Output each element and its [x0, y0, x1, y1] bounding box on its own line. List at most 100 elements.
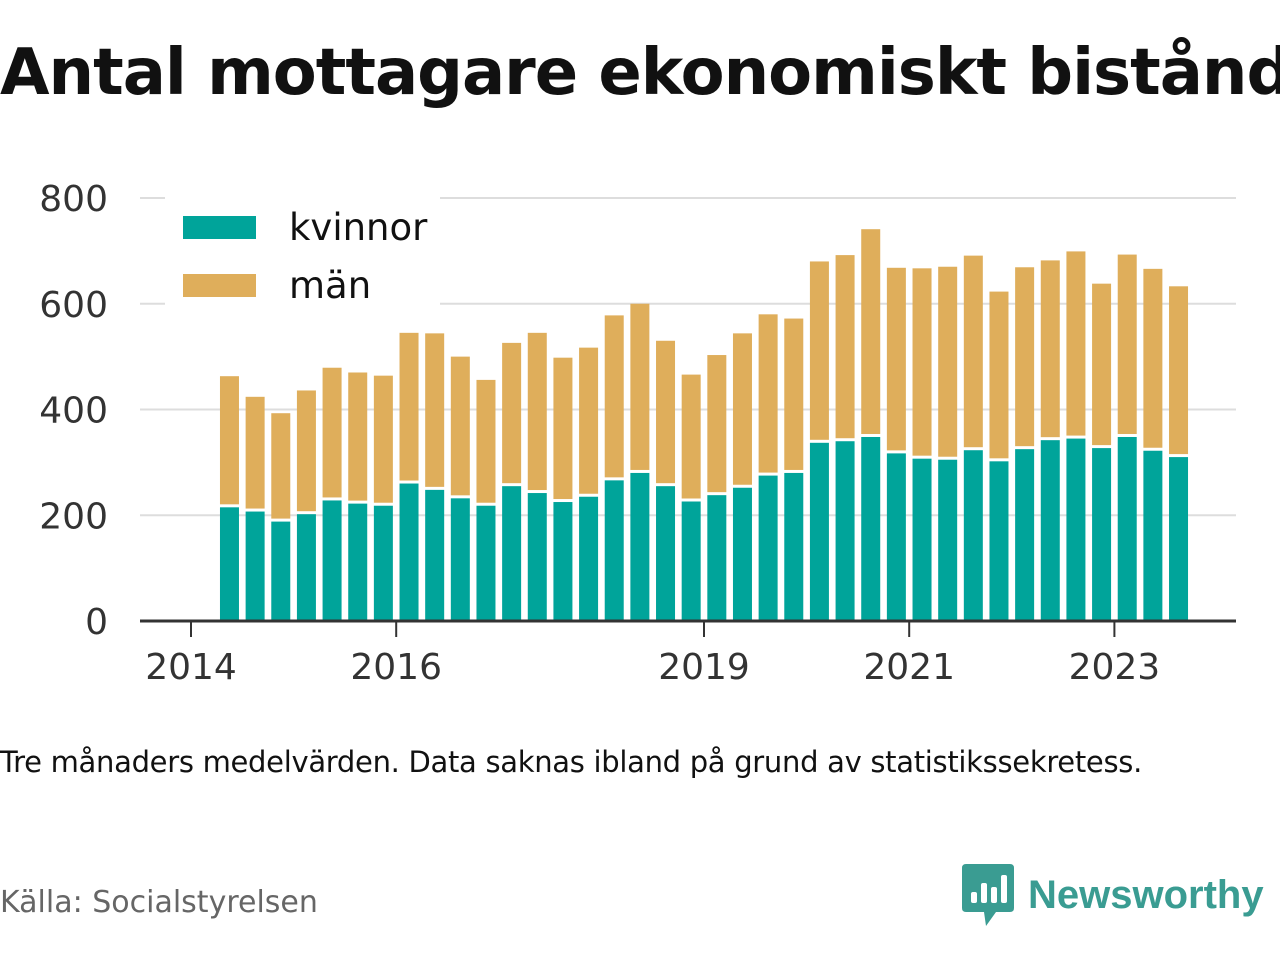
bar-man [1066, 251, 1086, 436]
bar-kvinnor [912, 458, 932, 621]
bar-man [963, 255, 983, 448]
bars [219, 229, 1189, 621]
y-tick-label: 0 [85, 602, 108, 643]
bar-man [527, 332, 547, 491]
bar-kvinnor [809, 442, 829, 621]
bar-man [681, 374, 701, 499]
bar-man [219, 376, 239, 505]
bar-kvinnor [1143, 450, 1163, 621]
bar-man [912, 268, 932, 456]
bar-kvinnor [322, 500, 342, 621]
bar-man [296, 390, 316, 512]
y-tick-label: 800 [39, 179, 108, 220]
bar-kvinnor [476, 505, 496, 621]
bar-kvinnor [681, 501, 701, 621]
bar-man [938, 266, 958, 457]
bar-man [553, 357, 573, 500]
bar-man [348, 372, 368, 501]
bar-man [604, 315, 624, 478]
bar-kvinnor [450, 498, 470, 621]
legend-label-man: män [289, 264, 371, 307]
stacked-bar-chart: 0 200 400 600 800 2014 2016 2019 2021 2023 kvinn… [39, 179, 1236, 688]
legend-swatch-man [183, 274, 256, 297]
bar-man [835, 255, 855, 439]
bar-kvinnor [271, 521, 291, 621]
bar-kvinnor [732, 487, 752, 621]
bar-kvinnor [989, 461, 1009, 621]
bar-man [322, 367, 342, 498]
bar-man [1143, 268, 1163, 448]
bar-kvinnor [527, 493, 547, 621]
bar-man [886, 267, 906, 451]
bar-kvinnor [656, 486, 676, 621]
brand-name: Newsworthy [1028, 872, 1264, 917]
bar-kvinnor [296, 514, 316, 621]
bar-man [502, 342, 522, 484]
legend-swatch-kvinnor [183, 216, 256, 239]
bar-kvinnor [373, 505, 393, 621]
bar-kvinnor [1015, 449, 1035, 621]
x-tick-label: 2016 [350, 647, 442, 688]
chart-title: Antal mottagare ekonomiskt bistånd [0, 36, 1280, 110]
bar-man [245, 396, 265, 509]
bar-man [271, 413, 291, 519]
x-tick-label: 2023 [1069, 647, 1161, 688]
bar-man [707, 355, 727, 493]
bar-kvinnor [348, 503, 368, 621]
legend: kvinnor män [165, 194, 440, 312]
bar-kvinnor [886, 453, 906, 621]
legend-label-kvinnor: kvinnor [289, 206, 428, 249]
bar-kvinnor [1117, 436, 1137, 621]
bar-kvinnor [938, 459, 958, 621]
bar-man [809, 261, 829, 440]
x-tick-label: 2019 [658, 647, 750, 688]
bar-man [656, 340, 676, 484]
bar-kvinnor [758, 475, 778, 621]
bar-man [476, 379, 496, 503]
bar-man [1169, 286, 1189, 455]
bar-kvinnor [1040, 440, 1060, 621]
bar-man [630, 303, 650, 470]
bar-kvinnor [707, 495, 727, 621]
y-tick-label: 200 [39, 496, 108, 537]
bar-kvinnor [502, 486, 522, 621]
bar-kvinnor [963, 450, 983, 621]
bar-man [373, 375, 393, 503]
bar-kvinnor [861, 436, 881, 621]
bar-man [1015, 267, 1035, 447]
bar-kvinnor [1092, 448, 1112, 621]
bar-kvinnor [604, 480, 624, 621]
bar-man [450, 356, 470, 496]
bar-kvinnor [219, 507, 239, 621]
bar-man [1040, 260, 1060, 438]
bar-kvinnor [399, 483, 419, 621]
source-text: Källa: Socialstyrelsen [0, 885, 318, 920]
bar-kvinnor [553, 502, 573, 621]
bar-man [399, 332, 419, 481]
y-tick-label: 400 [39, 391, 108, 432]
x-tick-label: 2021 [863, 647, 955, 688]
x-tick-label: 2014 [145, 647, 237, 688]
chart-note: Tre månaders medelvärden. Data saknas ib… [0, 745, 1142, 779]
bar-kvinnor [630, 472, 650, 621]
bar-man [861, 229, 881, 434]
bar-man [732, 333, 752, 485]
bar-man [425, 333, 445, 487]
bar-kvinnor [579, 496, 599, 621]
bar-man [1092, 283, 1112, 446]
bar-kvinnor [1169, 457, 1189, 621]
bar-man [579, 347, 599, 494]
bar-man [1117, 254, 1137, 434]
newsworthy-logo-icon [962, 864, 1014, 926]
bar-kvinnor [245, 511, 265, 621]
brand-logo[interactable]: Newsworthy [962, 862, 1264, 928]
bar-kvinnor [425, 489, 445, 621]
bar-kvinnor [1066, 438, 1086, 621]
bar-man [758, 314, 778, 473]
bar-kvinnor [835, 441, 855, 621]
bar-man [989, 291, 1009, 459]
axes: 2014 2016 2019 2021 2023 [140, 619, 1236, 688]
bar-kvinnor [784, 472, 804, 621]
bar-man [784, 318, 804, 470]
y-tick-label: 600 [39, 285, 108, 326]
